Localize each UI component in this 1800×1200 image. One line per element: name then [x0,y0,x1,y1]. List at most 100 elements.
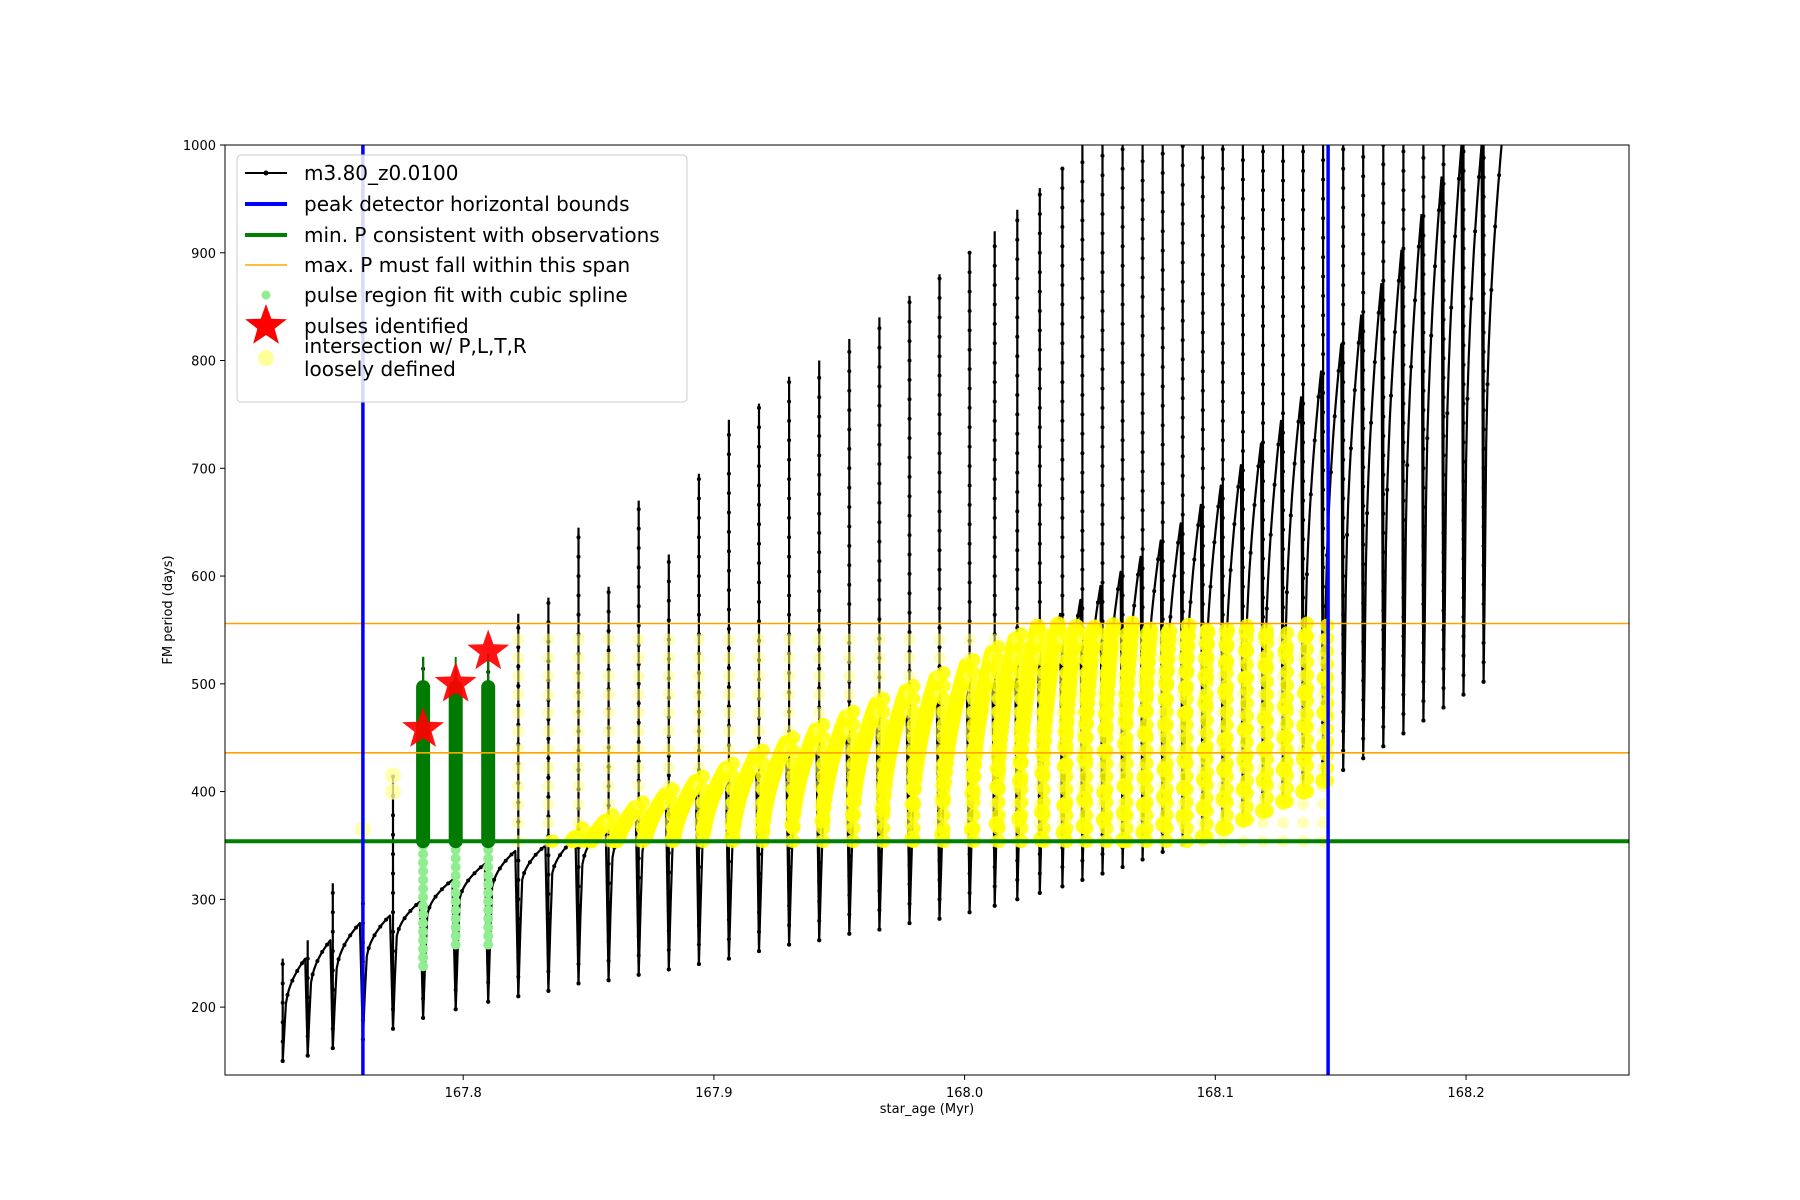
track-marker [1015,567,1020,572]
intersection-marker [632,633,645,646]
track-marker [391,813,395,818]
track-marker [516,955,521,960]
intersection-marker [906,730,921,745]
intersection-marker [1280,639,1294,654]
track-marker [1381,724,1386,729]
track-marker [1240,487,1245,492]
track-marker [1321,507,1326,512]
intersection-marker [753,633,765,646]
track-marker [1100,367,1105,372]
track-marker [817,414,822,419]
intersection-marker [602,725,615,738]
track-marker [1296,419,1301,424]
track-marker [1441,220,1446,225]
track-marker [336,957,341,962]
intersection-marker [1139,795,1154,810]
track-marker [1433,264,1437,269]
track-marker [1261,440,1265,445]
track-marker [421,977,426,982]
spline-marker [483,939,494,950]
track-marker [1421,311,1426,316]
spline-marker [483,862,494,872]
intersection-marker [602,743,615,756]
spline-marker [418,952,429,963]
track-marker [576,865,581,869]
track-marker [1240,584,1245,589]
track-marker [576,612,581,617]
intersection-marker [1159,756,1174,771]
track-marker [1037,347,1042,352]
track-marker [1037,289,1042,294]
track-marker [1441,356,1446,361]
intersection-marker [1260,713,1274,728]
intersection-marker [933,633,946,646]
intersection-marker [722,633,735,646]
track-marker [1281,430,1285,435]
intersection-marker [605,821,620,836]
track-marker [478,865,483,870]
intersection-marker [936,821,951,836]
track-marker [1461,382,1466,387]
track-marker [1461,343,1466,348]
intersection-marker [936,769,951,784]
track-marker [696,865,701,869]
track-marker [877,578,882,583]
intersection-marker [991,808,1006,823]
track-marker [636,972,641,977]
track-marker [1140,605,1145,610]
intersection-marker [385,783,401,800]
track-marker [1015,354,1020,359]
intersection-marker [1199,726,1214,741]
y-tick-label: 300 [191,893,216,908]
intersection-marker [1014,743,1029,758]
track-marker [1220,166,1225,171]
intersection-marker [786,795,801,810]
intersection-marker [542,798,555,811]
track-marker [937,587,942,591]
intersection-marker [816,717,831,732]
track-marker [1037,483,1042,488]
intersection-marker [1280,742,1294,757]
track-marker [1361,465,1366,470]
track-marker [1381,744,1386,749]
track-marker [1100,309,1105,313]
track-marker [1220,399,1225,404]
x-tick-label: 167.9 [695,1086,732,1101]
track-marker [1200,408,1205,413]
track-marker [1281,256,1285,261]
track-marker [1120,283,1125,288]
track-marker [1441,705,1446,710]
track-marker [967,464,972,469]
track-marker [726,937,731,942]
intersection-marker [572,780,585,793]
track-marker [907,882,912,887]
track-marker [1372,360,1377,365]
track-marker [1200,369,1205,374]
intersection-marker [936,691,951,706]
track-marker [937,509,942,514]
track-marker [1341,709,1346,714]
track-marker [907,339,912,344]
intersection-marker [786,782,801,797]
track-marker [1200,505,1205,510]
track-marker [1140,314,1145,319]
track-marker [1080,334,1085,339]
track-marker [1465,396,1470,401]
track-marker [937,334,942,339]
track-marker [967,250,972,255]
intersection-marker [1119,808,1134,823]
intersection-marker [1199,661,1214,676]
intersection-marker [1199,622,1214,637]
track-marker [907,591,912,596]
track-marker [1421,349,1426,354]
track-marker [1341,360,1346,365]
intersection-marker [1119,653,1134,668]
intersection-marker [385,767,401,784]
track-marker [1461,304,1466,309]
intersection-marker [936,679,951,693]
track-marker [726,665,731,670]
intersection-marker [1099,653,1114,668]
track-marker [1080,296,1085,300]
track-marker [546,853,551,858]
intersection-marker [602,688,615,701]
